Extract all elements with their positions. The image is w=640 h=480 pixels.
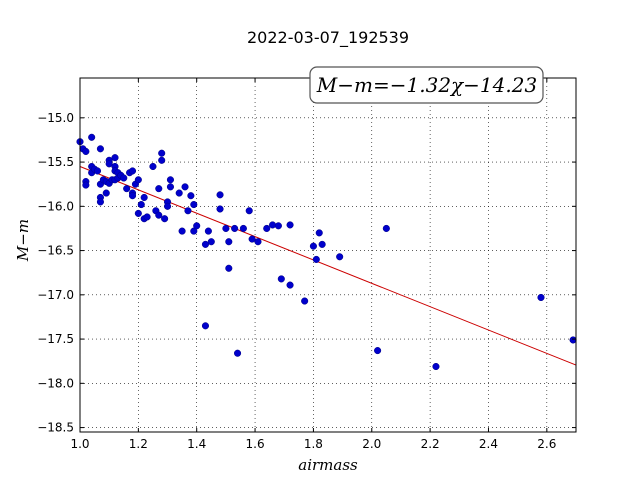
- data-point: [277, 275, 285, 283]
- fit-equation: M−m=−1.32χ−14.23: [316, 73, 537, 97]
- y-tick-label: −16.5: [37, 244, 74, 258]
- data-point: [245, 207, 253, 215]
- data-point: [263, 224, 271, 232]
- data-point: [105, 160, 113, 168]
- data-point: [143, 213, 151, 221]
- data-point: [374, 347, 382, 355]
- chart-title: 2022-03-07_192539: [247, 28, 409, 48]
- data-point: [569, 336, 577, 344]
- data-point: [269, 221, 277, 229]
- data-point: [102, 189, 110, 197]
- data-point: [312, 255, 320, 263]
- data-point: [111, 154, 119, 162]
- fit-line: [79, 166, 577, 366]
- data-point: [225, 238, 233, 246]
- data-point: [254, 238, 262, 246]
- y-tick-label: −15.0: [37, 111, 74, 125]
- x-tick-label: 1.0: [70, 437, 89, 451]
- data-point: [140, 193, 148, 202]
- x-tick-label: 1.2: [129, 437, 148, 451]
- data-point: [201, 240, 210, 248]
- data-point: [222, 224, 230, 232]
- data-points: [76, 133, 577, 371]
- data-point: [175, 189, 183, 197]
- x-tick-label: 2.2: [421, 437, 440, 451]
- y-tick-label: −18.5: [37, 421, 74, 435]
- x-tick-label: 1.4: [187, 437, 206, 451]
- data-point: [248, 235, 256, 243]
- data-point: [301, 297, 309, 305]
- data-point: [120, 174, 128, 182]
- data-point: [158, 156, 166, 164]
- axis-ticks: 1.0 1.2 1.4 1.6 1.8 2.0 2.2 2.4 2.6 −15.0 −15.5 −16…: [37, 78, 576, 451]
- data-point: [204, 227, 212, 235]
- data-point: [315, 229, 323, 237]
- data-point: [216, 191, 224, 199]
- data-point: [149, 162, 157, 171]
- x-tick-label: 2.0: [362, 437, 381, 451]
- data-point: [201, 322, 210, 330]
- data-point: [216, 205, 224, 213]
- data-point: [231, 224, 239, 232]
- data-point: [187, 192, 195, 200]
- data-point: [181, 183, 189, 191]
- data-point: [134, 209, 142, 217]
- y-axis-label: M−m: [14, 219, 32, 262]
- x-tick-label: 2.6: [537, 437, 556, 451]
- x-tick-label: 1.8: [304, 437, 323, 451]
- data-point: [234, 349, 242, 357]
- data-point: [137, 201, 145, 209]
- data-point: [207, 238, 215, 246]
- data-point: [166, 183, 174, 191]
- x-axis-label: airmass: [298, 456, 358, 474]
- data-point: [184, 207, 192, 215]
- data-point: [155, 185, 163, 193]
- data-point: [134, 176, 142, 184]
- data-point: [158, 149, 166, 157]
- y-tick-label: −18.0: [37, 376, 74, 390]
- data-point: [318, 240, 326, 248]
- y-tick-label: −17.0: [37, 288, 74, 302]
- x-tick-label: 2.4: [479, 437, 498, 451]
- y-tick-label: −15.5: [37, 155, 74, 169]
- data-point: [93, 167, 102, 175]
- data-point: [82, 181, 90, 189]
- data-point: [239, 224, 247, 232]
- data-point: [161, 215, 169, 223]
- data-point: [123, 185, 131, 193]
- data-point: [193, 222, 201, 230]
- data-point: [190, 201, 198, 209]
- data-point: [166, 176, 174, 184]
- data-point: [82, 147, 90, 156]
- data-point: [96, 198, 104, 206]
- data-point: [309, 242, 317, 250]
- y-tick-label: −17.5: [37, 332, 74, 346]
- data-point: [274, 222, 282, 230]
- data-point: [96, 145, 104, 153]
- x-tick-label: 1.6: [246, 437, 265, 451]
- data-point: [336, 253, 344, 261]
- data-point: [537, 293, 545, 302]
- y-tick-label: −16.0: [37, 199, 74, 213]
- grid-lines: [80, 78, 576, 432]
- fit-line-group: [79, 166, 577, 366]
- data-point: [163, 202, 172, 210]
- data-point: [178, 227, 186, 235]
- data-point: [155, 211, 163, 219]
- data-point: [128, 167, 137, 175]
- data-point: [128, 192, 137, 200]
- data-point: [432, 362, 440, 371]
- data-point: [382, 224, 390, 232]
- data-point: [286, 281, 294, 289]
- data-point: [225, 264, 233, 272]
- data-point: [88, 133, 96, 141]
- data-point: [286, 221, 294, 229]
- annotation-box: [309, 66, 544, 104]
